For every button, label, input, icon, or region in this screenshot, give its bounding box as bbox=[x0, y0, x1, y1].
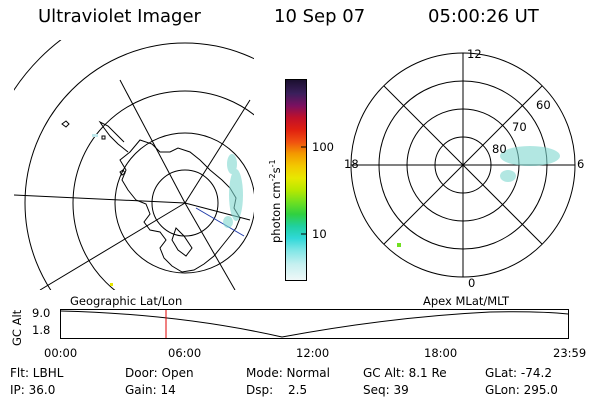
date-label: 10 Sep 07 bbox=[274, 6, 366, 27]
seq-status: Seq: 39 bbox=[363, 383, 409, 397]
mlt-aurora-emission bbox=[500, 146, 560, 182]
gain-status: Gain: 14 bbox=[125, 383, 176, 397]
x-tick-0600: 06:00 bbox=[168, 346, 202, 360]
mlt-label-6: 6 bbox=[577, 157, 585, 171]
x-tick-1200: 12:00 bbox=[296, 346, 330, 360]
x-tick-1800: 18:00 bbox=[424, 346, 458, 360]
door-status: Door: Open bbox=[125, 366, 194, 380]
gc-alt-status: GC Alt: 8.1 Re bbox=[363, 366, 447, 380]
gc-alt-axis-label: GC Alt bbox=[10, 309, 24, 346]
glon-status: GLon: 295.0 bbox=[485, 383, 558, 397]
lat-label-70: 70 bbox=[512, 120, 527, 134]
altitude-curve bbox=[60, 310, 569, 338]
instrument-title: Ultraviolet Imager bbox=[38, 6, 201, 27]
glat-status: GLat: -74.2 bbox=[485, 366, 552, 380]
x-tick-0000: 00:00 bbox=[44, 346, 78, 360]
x-tick-2359: 23:59 bbox=[553, 346, 587, 360]
mlt-label-12: 12 bbox=[467, 47, 482, 61]
ip-status: IP: 36.0 bbox=[10, 383, 56, 397]
mlt-label-0: 0 bbox=[468, 276, 476, 290]
aurora-emission bbox=[223, 154, 243, 228]
dsp-value: 2.5 bbox=[288, 383, 308, 397]
colorbar-unit-label: photon cm-2s-1 bbox=[268, 159, 283, 243]
color-scale-bar bbox=[285, 79, 307, 281]
lat-label-60: 60 bbox=[536, 98, 551, 112]
dsp-label: Dsp: bbox=[246, 383, 274, 397]
mlt-polar-plot bbox=[350, 52, 576, 278]
time-label: 05:00:26 UT bbox=[428, 6, 539, 27]
mlt-label-18: 18 bbox=[344, 157, 359, 171]
apex-title: Apex MLat/MLT bbox=[423, 294, 510, 308]
colorbar-tick-100: 100 bbox=[312, 140, 334, 154]
mode-status: Mode: Normal bbox=[246, 366, 330, 380]
geographic-title: Geographic Lat/Lon bbox=[70, 294, 183, 308]
filter-status: Flt: LBHL bbox=[10, 366, 64, 380]
lat-label-80: 80 bbox=[492, 142, 507, 156]
colorbar-tick-10: 10 bbox=[312, 227, 327, 241]
y-tick-1-8: 1.8 bbox=[32, 323, 51, 337]
subsolar-line bbox=[195, 207, 245, 237]
y-tick-9: 9.0 bbox=[32, 306, 51, 320]
geographic-map bbox=[14, 40, 254, 290]
altitude-timeline bbox=[60, 309, 569, 339]
